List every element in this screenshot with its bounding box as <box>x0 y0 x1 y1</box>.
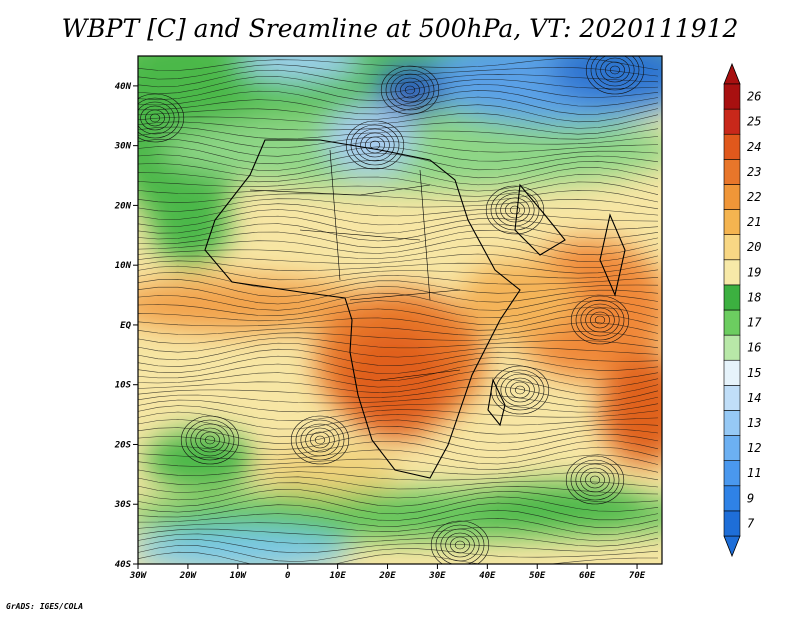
colorbar-label: 17 <box>747 316 762 330</box>
lon-tick-label: 20E <box>378 571 396 581</box>
colorbar-swatch <box>723 309 741 336</box>
lat-tick-label: 30S <box>114 500 132 510</box>
colorbar-swatch <box>723 133 741 160</box>
lon-tick-label: 30E <box>428 571 446 581</box>
colorbar-swatch <box>723 259 741 286</box>
colorbar-label: 12 <box>747 441 761 455</box>
colorbar-label: 23 <box>747 165 761 179</box>
colorbar-swatch <box>723 385 741 411</box>
colorbar-swatch <box>723 83 741 110</box>
temperature-field <box>138 56 662 564</box>
colorbar-label: 19 <box>747 265 761 279</box>
colorbar-label: 16 <box>747 341 761 355</box>
lon-tick-label: 20W <box>179 571 198 581</box>
lat-tick-label: 20N <box>114 201 132 211</box>
lat-tick-label: 10S <box>115 381 132 391</box>
colorbar-label: 13 <box>747 416 761 430</box>
lat-tick-label: 10N <box>115 261 132 271</box>
lat-tick-label: 20S <box>114 440 132 450</box>
colorbar-swatch <box>723 485 741 512</box>
colorbar-label: 22 <box>747 190 761 204</box>
lat-tick-label: 30N <box>114 142 132 152</box>
colorbar-label: 18 <box>747 290 761 304</box>
colorbar-label: 15 <box>747 366 761 380</box>
colorbar-min-arrow <box>723 535 741 558</box>
colorbar-label: 20 <box>747 240 761 254</box>
colorbar-label: 25 <box>747 115 761 129</box>
colorbar-label: 21 <box>747 215 761 229</box>
map-frame <box>137 55 663 565</box>
colorbar-swatch <box>723 359 741 386</box>
lon-tick-label: 30W <box>129 571 148 581</box>
colorbar-label: 7 <box>747 516 755 530</box>
colorbar-label: 24 <box>747 140 761 154</box>
colorbar-swatch <box>723 209 741 235</box>
colorbar-label: 14 <box>747 391 761 405</box>
lat-tick-label: 40S <box>115 560 132 570</box>
lat-tick-label: 40N <box>115 82 132 92</box>
colorbar-swatch <box>723 435 741 461</box>
lon-tick-label: 0 <box>285 571 291 581</box>
colorbar-swatch <box>723 184 741 210</box>
lon-tick-label: 10E <box>329 571 346 581</box>
colorbar-swatch <box>723 159 741 185</box>
colorbar-swatch <box>723 510 741 537</box>
colorbar-label: 11 <box>747 466 761 480</box>
colorbar: 7 9 11 12 13 14 15 16 17 18 19 20 21 22 23 24 25 26 <box>723 62 762 558</box>
colorbar-label: 26 <box>747 90 761 104</box>
lon-tick-label: 10W <box>230 571 248 581</box>
colorbar-max-arrow <box>723 62 741 85</box>
lon-tick-label: 40E <box>479 571 496 581</box>
colorbar-swatch <box>723 284 741 311</box>
colorbar-swatch <box>723 334 741 361</box>
map-title: WBPT [C] and Sreamline at 500hPa, VT: 20… <box>61 14 739 43</box>
lon-tick-label: 60E <box>579 571 596 581</box>
lon-tick-label: 70E <box>629 571 646 581</box>
lat-tick-label: EQ <box>120 321 131 331</box>
grads-credit: GrADS: IGES/COLA <box>6 602 84 611</box>
colorbar-swatch <box>723 460 741 487</box>
colorbar-swatch <box>723 410 741 436</box>
colorbar-swatch <box>723 108 741 135</box>
lon-tick-label: 50E <box>529 571 546 581</box>
colorbar-swatch <box>723 234 741 261</box>
colorbar-label: 9 <box>747 491 754 505</box>
